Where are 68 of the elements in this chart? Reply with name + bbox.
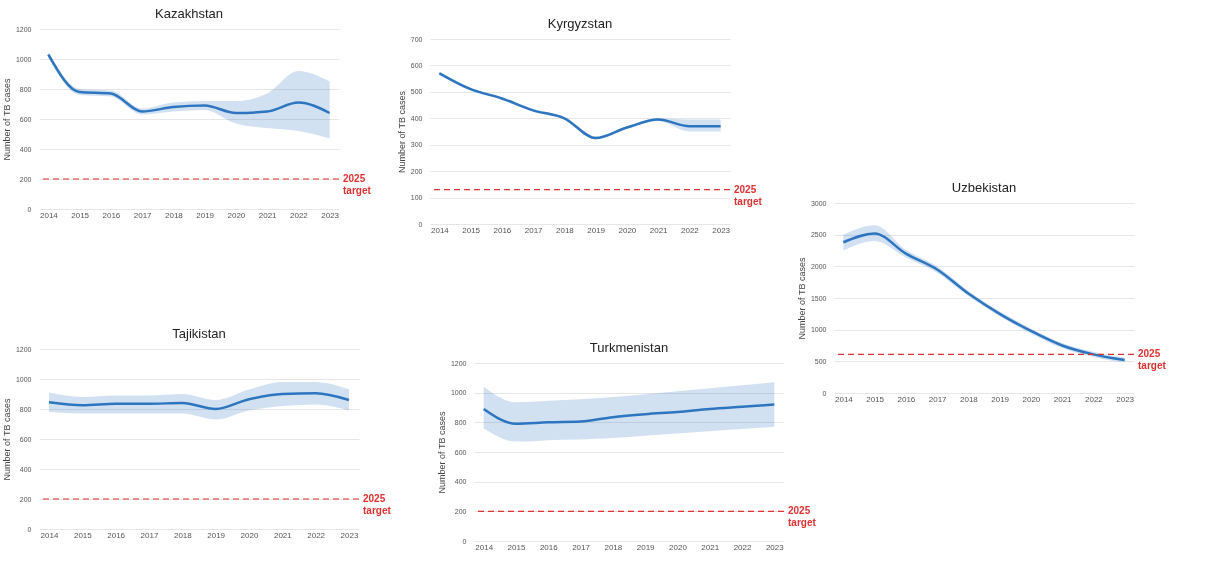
x-tick-label: 2019 — [636, 542, 656, 552]
x-tick-label: 2014 — [430, 225, 450, 235]
x-tick-label: 2015 — [866, 394, 885, 404]
x-tick-label: 2018 — [959, 394, 979, 404]
x-tick-label: 2018 — [173, 530, 193, 540]
ref-line-label: 2025 target — [1138, 348, 1167, 372]
ref-line-label: 2025 target — [343, 173, 372, 196]
line-series — [47, 53, 331, 115]
x-tick-label: 2014 — [475, 542, 494, 552]
x-tick-label: 2021 — [701, 542, 720, 552]
x-tick-label: 2019 — [207, 530, 226, 540]
ref-line-label: 2025 target — [788, 505, 817, 529]
x-tick-label: 2018 — [164, 210, 184, 220]
chart-title: Kyrgyzstan — [547, 16, 613, 31]
x-tick-label: 2020 — [240, 530, 259, 540]
x-tick-label: 2019 — [196, 210, 215, 220]
x-tick-label: 2023 — [321, 210, 340, 220]
x-tick-label: 2015 — [71, 210, 90, 220]
x-tick-label: 2017 — [133, 210, 153, 220]
x-tick-label: 2020 — [1022, 394, 1041, 404]
y-axis-title: Number of TB cases — [1, 78, 12, 161]
chart-title: Uzbekistan — [951, 180, 1017, 195]
y-axis-title: Number of TB cases — [396, 90, 407, 173]
x-tick-label: 2022 — [680, 225, 700, 235]
x-tick-label: 2021 — [649, 225, 669, 235]
x-tick-label: 2022 — [307, 530, 326, 540]
x-tick-label: 2023 — [340, 530, 359, 540]
chart-title: Tajikistan — [172, 326, 226, 341]
x-tick-label: 2015 — [507, 542, 526, 552]
x-tick-label: 2021 — [258, 210, 278, 220]
x-tick-label: 2017 — [524, 225, 544, 235]
x-tick-label: 2019 — [587, 225, 606, 235]
x-tick-label: 2015 — [462, 225, 481, 235]
x-tick-label: 2016 — [107, 530, 126, 540]
x-tick-label: 2020 — [669, 542, 688, 552]
x-tick-label: 2023 — [1116, 394, 1135, 404]
x-tick-label: 2016 — [539, 542, 559, 552]
x-tick-label: 2017 — [572, 542, 591, 552]
ref-line-label: 2025 target — [363, 493, 392, 516]
x-tick-label: 2021 — [1053, 394, 1073, 404]
x-tick-label: 2023 — [712, 225, 731, 235]
x-tick-label: 2015 — [73, 530, 93, 540]
y-axis-title: Number of TB cases — [1, 398, 12, 481]
x-tick-label: 2014 — [39, 210, 59, 220]
y-axis-title: Number of TB cases — [796, 257, 807, 340]
x-tick-label: 2017 — [140, 530, 159, 540]
x-tick-label: 2016 — [102, 210, 121, 220]
y-axis-title: Number of TB cases — [436, 411, 447, 494]
x-tick-label: 2022 — [733, 542, 752, 552]
line-series — [47, 392, 351, 411]
x-tick-label: 2022 — [1084, 394, 1104, 404]
x-tick-label: 2016 — [897, 394, 916, 404]
ref-line-label: 2025 target — [734, 183, 763, 207]
x-tick-label: 2018 — [604, 542, 623, 552]
x-tick-label: 2016 — [493, 225, 512, 235]
x-tick-label: 2020 — [618, 225, 637, 235]
x-tick-label: 2017 — [928, 394, 948, 404]
x-tick-label: 2019 — [991, 394, 1010, 404]
x-tick-label: 2014 — [40, 530, 59, 540]
chart-title: Turkmenistan — [589, 340, 669, 355]
x-tick-label: 2018 — [555, 225, 575, 235]
chart-title: Kazakhstan — [155, 6, 223, 21]
x-tick-label: 2021 — [273, 530, 293, 540]
x-tick-label: 2014 — [834, 394, 854, 404]
x-tick-label: 2020 — [227, 210, 246, 220]
line-series — [482, 403, 776, 426]
x-tick-label: 2023 — [765, 542, 785, 552]
x-tick-label: 2022 — [289, 210, 309, 220]
